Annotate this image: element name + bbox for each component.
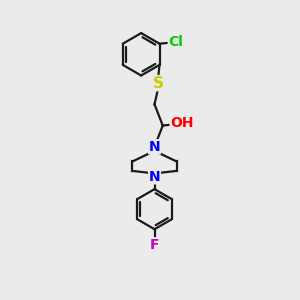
Text: S: S <box>153 76 164 91</box>
Text: N: N <box>149 140 160 154</box>
Text: OH: OH <box>170 116 194 130</box>
Text: N: N <box>149 170 160 184</box>
Text: F: F <box>150 238 159 252</box>
Text: Cl: Cl <box>168 35 183 49</box>
